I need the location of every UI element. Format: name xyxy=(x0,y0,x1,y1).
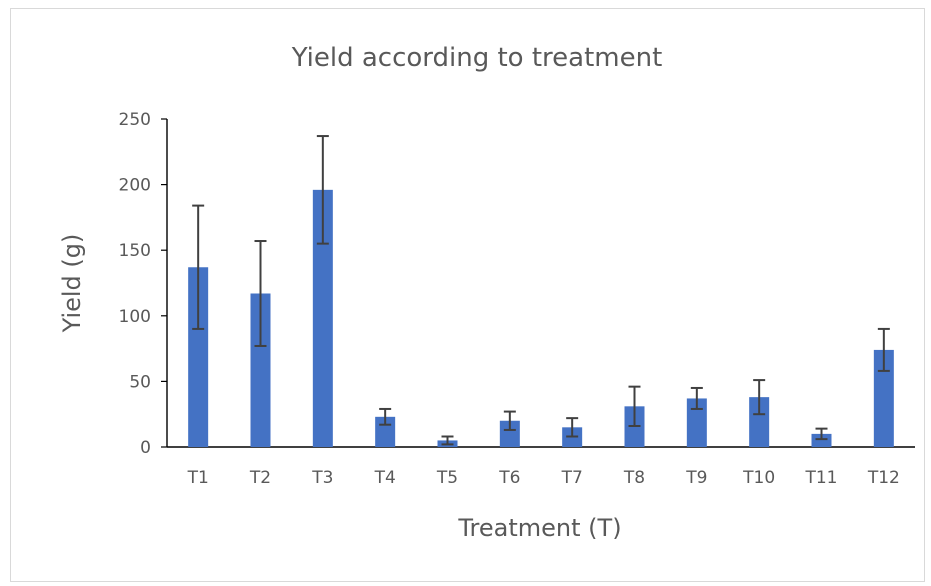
x-tick-label: T8 xyxy=(623,468,645,488)
y-tick-label: 250 xyxy=(119,110,151,130)
y-tick-label: 200 xyxy=(119,176,151,196)
x-tick-label: T6 xyxy=(498,468,520,488)
bar xyxy=(250,293,271,447)
y-axis-title: Yield (g) xyxy=(58,234,86,334)
y-tick-label: 50 xyxy=(129,372,151,392)
bar xyxy=(686,398,707,447)
x-tick-label: T4 xyxy=(374,468,396,488)
plot-area: 0 50 100 150 200 250 T1 T2 T3 T4 T5 T6 T7 T8 T9 T10 T11 T… xyxy=(119,110,915,488)
x-tick-label: T2 xyxy=(249,468,271,488)
bar xyxy=(312,189,333,447)
x-tick-label: T10 xyxy=(742,468,775,488)
x-tick-label: T11 xyxy=(804,468,837,488)
x-axis-title: Treatment (T) xyxy=(457,514,621,542)
y-tick-label: 100 xyxy=(119,307,151,327)
chart-title: Yield according to treatment xyxy=(291,43,663,73)
y-tick-label: 150 xyxy=(119,241,151,261)
y-axis-title-group: Yield (g) xyxy=(58,234,86,334)
x-tick-label: T3 xyxy=(311,468,333,488)
bar xyxy=(188,267,209,447)
x-tick-label: T7 xyxy=(561,468,583,488)
bar xyxy=(499,420,520,447)
x-tick-label: T12 xyxy=(867,468,900,488)
x-tick-label: T9 xyxy=(685,468,707,488)
bar xyxy=(811,433,832,447)
bar xyxy=(749,397,770,447)
bar xyxy=(873,349,894,447)
x-tick-label: T1 xyxy=(187,468,209,488)
y-tick-label: 0 xyxy=(140,438,151,458)
x-tick-label: T5 xyxy=(436,468,458,488)
chart-frame xyxy=(10,8,925,582)
